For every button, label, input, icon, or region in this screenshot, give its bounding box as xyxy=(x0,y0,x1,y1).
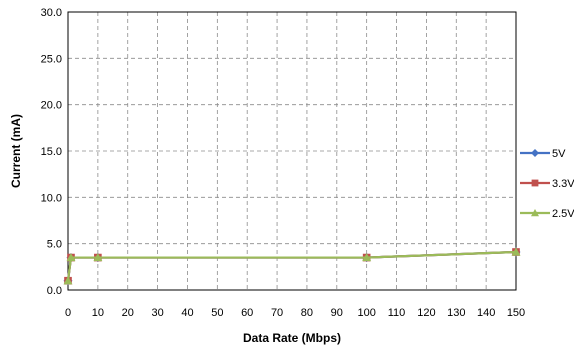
series-line xyxy=(66,250,517,281)
y-axis-title: Current (mA) xyxy=(9,114,23,188)
legend-marker xyxy=(531,179,539,187)
series-0 xyxy=(63,247,521,286)
y-tick-label: 15.0 xyxy=(41,146,62,158)
series-line xyxy=(66,250,517,281)
legend-label: 2.5V xyxy=(552,208,574,220)
x-tick-label: 50 xyxy=(211,307,223,319)
x-axis-ticks: 0 10 20 30 40 50 60 70 80 90 100 110 120 130 140 150 xyxy=(65,307,525,319)
x-tick-label: 60 xyxy=(241,307,253,319)
data-point xyxy=(63,276,73,285)
x-tick-label: 90 xyxy=(331,307,343,319)
x-tick-label: 70 xyxy=(271,307,283,319)
x-tick-label: 30 xyxy=(151,307,163,319)
y-axis-ticks: 0.0 5.0 10.0 15.0 20.0 25.0 30.0 xyxy=(41,7,62,297)
legend-marker xyxy=(531,149,539,157)
data-point xyxy=(66,253,76,262)
legend-item: 5V xyxy=(520,148,566,160)
legend-marker xyxy=(531,209,539,217)
x-tick-label: 120 xyxy=(417,307,435,319)
x-tick-label: 40 xyxy=(181,307,193,319)
x-tick-label: 20 xyxy=(122,307,134,319)
legend-item: 2.5V xyxy=(520,208,574,220)
legend-item: 3.3V xyxy=(520,178,574,190)
x-tick-label: 100 xyxy=(357,307,375,319)
data-point xyxy=(362,253,372,262)
x-tick-label: 130 xyxy=(447,307,465,319)
x-axis-title: Data Rate (Mbps) xyxy=(243,331,341,345)
y-tick-label: 25.0 xyxy=(41,53,62,65)
x-tick-label: 80 xyxy=(301,307,313,319)
data-point xyxy=(93,253,103,262)
series-line xyxy=(66,250,517,281)
data-point xyxy=(511,247,521,256)
x-tick-label: 140 xyxy=(477,307,495,319)
x-tick-label: 110 xyxy=(388,307,406,319)
x-tick-label: 150 xyxy=(507,307,525,319)
legend-label: 3.3V xyxy=(552,178,574,190)
y-tick-label: 30.0 xyxy=(41,7,62,19)
series-layer xyxy=(63,247,521,286)
x-tick-label: 0 xyxy=(65,307,71,319)
plot-area xyxy=(67,11,517,291)
y-tick-label: 20.0 xyxy=(41,100,62,112)
x-tick-label: 10 xyxy=(92,307,104,319)
y-tick-label: 5.0 xyxy=(47,239,62,251)
legend-label: 5V xyxy=(552,148,566,160)
grid-lines xyxy=(67,11,517,291)
y-tick-label: 10.0 xyxy=(41,192,62,204)
series-2 xyxy=(63,247,521,285)
y-tick-label: 0.0 xyxy=(47,285,62,297)
legend: 5V 3.3V 2.5V xyxy=(520,148,574,220)
